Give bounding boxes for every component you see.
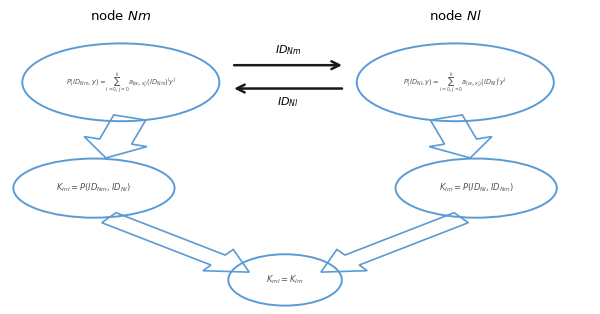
- Text: $P(ID_{Nl}, y) = \sum_{i=0,j=0}^{k} a_{(w_i,x_j)}(ID_{Nl})^i y^j$: $P(ID_{Nl}, y) = \sum_{i=0,j=0}^{k} a_{(…: [403, 70, 507, 95]
- Text: $K_{ml} = K_{lm}$: $K_{ml} = K_{lm}$: [266, 274, 304, 286]
- Text: $P(ID_{Nm}, y) = \sum_{i=0,j=0}^{k} a_{(w_i,x_j)}(ID_{Nm})^i y^j$: $P(ID_{Nm}, y) = \sum_{i=0,j=0}^{k} a_{(…: [65, 70, 176, 95]
- Text: node $Nm$: node $Nm$: [90, 9, 151, 23]
- Text: $K_{lm} = P(ID_{Nl}, ID_{Nm})$: $K_{lm} = P(ID_{Nl}, ID_{Nm})$: [439, 182, 514, 194]
- Text: $ID_{Nl}$: $ID_{Nl}$: [277, 95, 299, 109]
- Text: $ID_{Nm}$: $ID_{Nm}$: [275, 44, 301, 57]
- Text: node $Nl$: node $Nl$: [429, 9, 482, 23]
- Text: $K_{ml} = P(ID_{Nm}, ID_{Nl})$: $K_{ml} = P(ID_{Nm}, ID_{Nl})$: [56, 182, 131, 194]
